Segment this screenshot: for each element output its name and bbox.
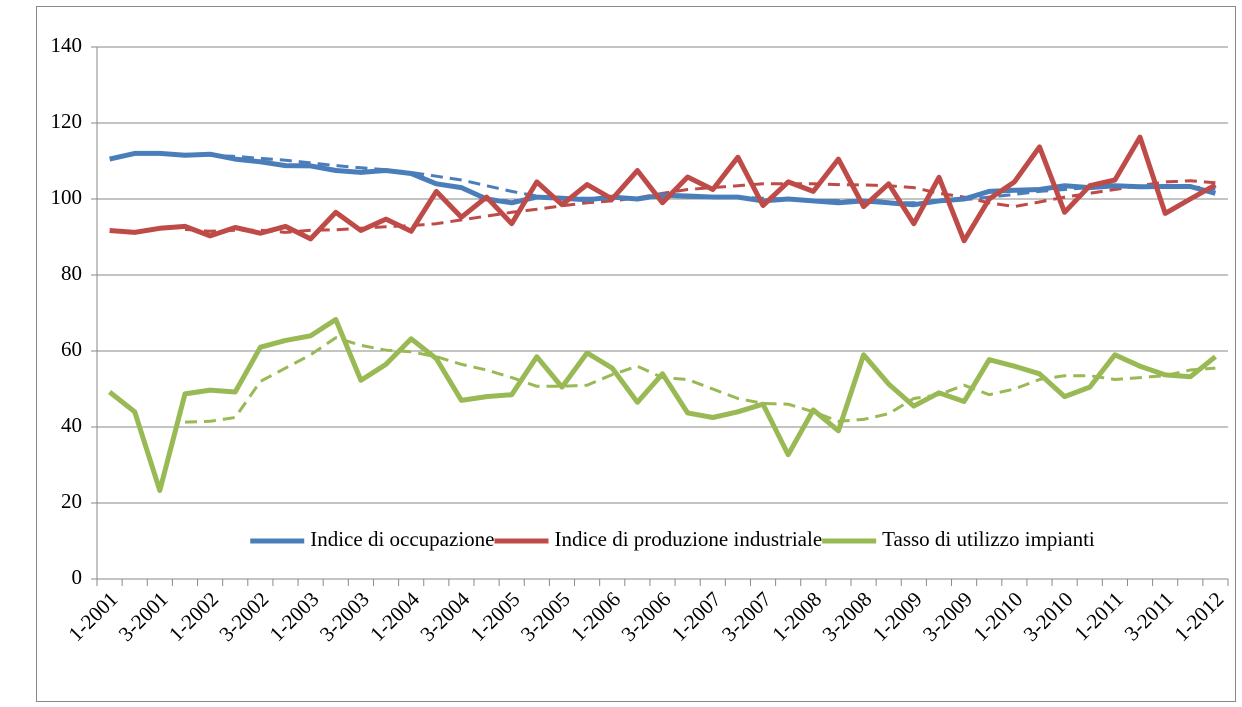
y-tick-label: 80: [61, 261, 82, 285]
legend-label: Indice di produzione industriale: [554, 527, 822, 551]
series-line: [109, 134, 1217, 244]
series-line: [108, 317, 1217, 493]
legend-label: Tasso di utilizzo impianti: [882, 527, 1095, 551]
y-tick-label: 20: [61, 489, 82, 513]
legend-label: Indice di occupazione: [310, 527, 494, 551]
y-tick-label: 0: [72, 565, 83, 589]
y-tick-label: 120: [51, 109, 83, 133]
y-tick-label: 60: [61, 337, 82, 361]
chart-frame: [36, 6, 1236, 702]
y-tick-label: 140: [51, 33, 83, 57]
y-tick-label: 40: [61, 413, 82, 437]
series-line: [109, 150, 1217, 208]
y-tick-label: 100: [51, 185, 83, 209]
